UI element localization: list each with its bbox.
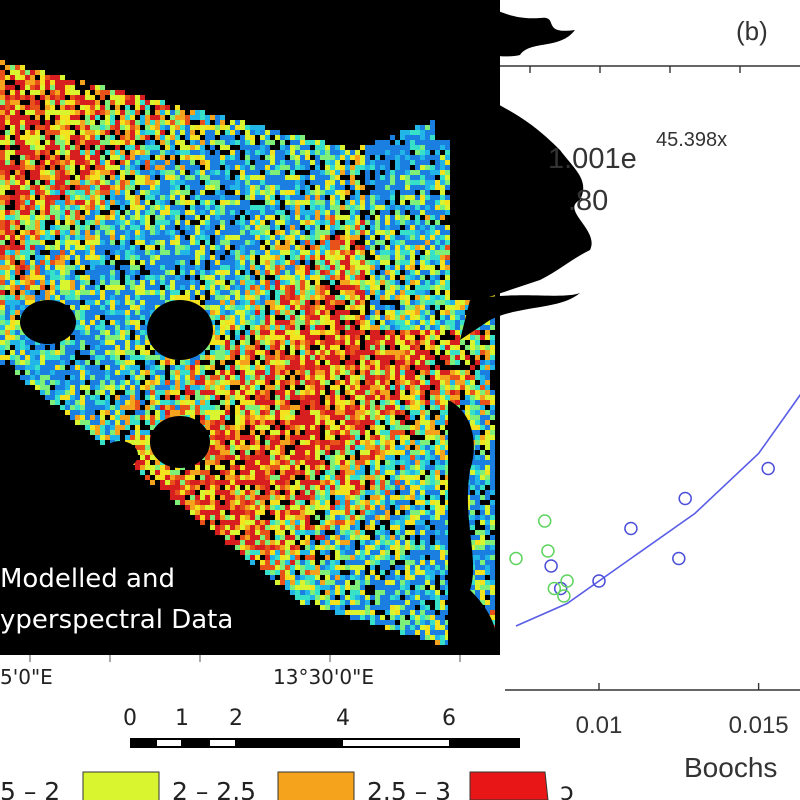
scale-label: 4 [336,706,350,731]
map-hole [20,300,76,344]
longitude-label: 13°30'0"E [273,665,374,689]
legend-swatch [82,771,160,800]
torn-edge [400,0,592,655]
scatter-point-series-0 [544,559,558,573]
scatter-point-series-1 [560,574,574,588]
map-frame-ticks [29,655,461,662]
scale-bar-segment [157,740,181,746]
legend-swatch [277,771,355,800]
x-tick-label: 0.01 [576,712,623,739]
scale-label: 6 [442,706,456,731]
torn-edge-piece [448,400,498,655]
legend-label: 2.5 – 3 [367,777,451,800]
chart-top-ticks [529,66,741,73]
legend-swatch [469,771,549,800]
legend-label: 5 – 2 [0,777,60,800]
scale-label: 1 [175,706,189,731]
scatter-point-series-0 [678,491,692,506]
scale-bar-segment [343,740,449,746]
scatter-point-series-0 [761,461,775,476]
torn-edge-piece [450,90,592,300]
map-holes [20,300,213,469]
longitude-label: 5'0"E [0,665,53,689]
scatter-point-series-0 [624,521,638,536]
legend-label: 2 – 2.5 [172,777,256,800]
map-overlay-line-2: yperspectral Data [0,605,233,635]
equation-line-1: 1.001e [548,143,637,175]
scale-bar-segment [210,740,235,746]
scale-bar-base [130,738,520,748]
scale-label: 2 [229,706,243,731]
map-overlay-line-1: Modelled and [0,564,175,594]
chart-bottom-ticks [598,683,760,690]
equation-exponent: 45.398x [656,129,727,151]
legend-label: ɔ [560,777,574,800]
scatter-point-series-0 [592,574,606,588]
legend: 5 – 2 2 – 2.5 2.5 – 3 ɔ [0,771,574,800]
scatter-point-series-1 [509,551,523,566]
torn-edge-piece [460,293,580,340]
x-axis-label: Boochs [684,752,777,783]
scatter-point-series-1 [541,544,555,558]
scatter-point-series-0 [672,551,686,566]
scatter-points [509,461,775,603]
fit-curve [515,393,800,627]
map-panel: Modelled and yperspectral Data [0,0,592,655]
panel-label: (b) [736,16,768,46]
map-hole [150,416,210,468]
map-hole [102,441,138,469]
scale-bar: 0 1 2 4 6 [123,706,520,748]
x-tick-label: 0.015 [729,712,789,739]
torn-edge-piece [400,0,575,57]
equation-line-2: .80 [568,185,608,217]
map-hole [147,300,213,360]
scatter-point-series-1 [557,589,571,603]
scale-label: 0 [123,706,137,731]
scatter-point-series-1 [537,514,552,528]
scatter-point-series-1 [547,581,562,596]
